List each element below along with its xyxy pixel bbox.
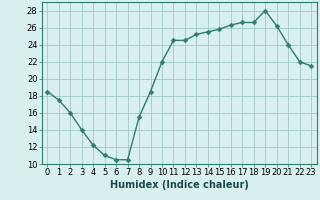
X-axis label: Humidex (Indice chaleur): Humidex (Indice chaleur) (110, 180, 249, 190)
